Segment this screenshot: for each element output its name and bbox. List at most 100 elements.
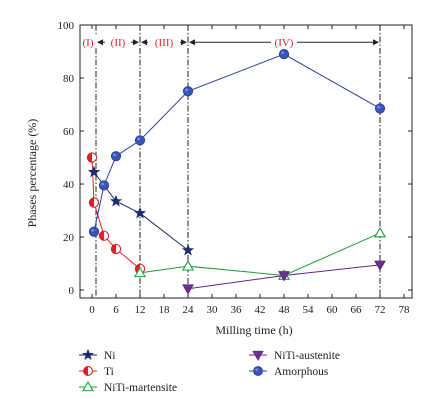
x-tick-label: 6 — [113, 304, 119, 316]
x-tick-label: 48 — [279, 304, 291, 316]
x-tick-label: 18 — [159, 304, 171, 316]
stage-arrow-head — [189, 39, 195, 46]
stage-label-background — [271, 34, 297, 49]
legend-item: Ti — [79, 366, 114, 378]
triangle-down-marker — [374, 260, 386, 271]
legend-label: Ni — [104, 350, 116, 362]
triangle-down-marker — [278, 271, 290, 282]
triangle-down-marker — [182, 284, 194, 295]
legend-item: Ni — [79, 348, 116, 362]
half-circle-fill — [111, 244, 116, 254]
stage-label: (II) — [111, 37, 126, 49]
y-tick-label: 0 — [69, 285, 75, 297]
data-point — [278, 271, 290, 282]
triangle-up-marker — [373, 226, 387, 238]
legend-label: NiTi-martensite — [104, 382, 177, 394]
data-point — [110, 151, 122, 162]
stage-arrow-head — [373, 39, 379, 46]
half-circle-fill — [83, 366, 88, 376]
data-point — [278, 49, 290, 60]
star-marker — [82, 348, 94, 361]
circle-marker — [110, 151, 122, 162]
x-tick-label: 72 — [375, 304, 386, 316]
legend-item: Amorphous — [249, 366, 329, 378]
x-tick-label: 66 — [351, 304, 363, 316]
legend-label: Amorphous — [274, 366, 329, 378]
x-tick-label: 12 — [135, 304, 146, 316]
triangle-up-marker — [181, 260, 195, 271]
circle-marker-highlight — [91, 228, 95, 232]
star-marker — [181, 243, 195, 256]
x-tick-label: 42 — [255, 304, 266, 316]
legend-item: NiTi-martensite — [79, 381, 177, 394]
data-point — [133, 206, 147, 219]
y-tick-label: 40 — [63, 179, 75, 191]
stage-arrow-head — [181, 39, 187, 46]
data-point — [134, 135, 146, 146]
data-point — [182, 86, 194, 97]
circle-marker-highlight — [185, 88, 188, 92]
data-point — [98, 180, 110, 191]
x-axis-label: Milling time (h) — [215, 323, 292, 337]
circle-marker-highlight — [281, 51, 284, 55]
x-tick-label: 60 — [327, 304, 339, 316]
stage-label: (III) — [155, 37, 174, 49]
stage-arrow-head — [97, 39, 103, 46]
legend-label: NiTi-austenite — [274, 350, 340, 362]
data-point — [88, 197, 100, 208]
legend-label: Ti — [104, 366, 114, 378]
circle-marker — [253, 366, 263, 376]
triangle-down-marker — [252, 350, 264, 361]
triangle-up-marker — [82, 381, 94, 392]
plot-frame — [79, 24, 413, 299]
half-circle-fill — [89, 197, 94, 208]
circle-marker — [278, 49, 290, 60]
data-point — [83, 366, 93, 376]
stage-label: (I) — [83, 37, 94, 49]
circle-marker-highlight — [113, 153, 117, 157]
stage-label-background — [78, 34, 98, 49]
x-tick-label: 54 — [303, 304, 315, 316]
data-point — [253, 366, 263, 376]
circle-marker — [134, 135, 146, 146]
legend-item: NiTi-austenite — [249, 350, 340, 362]
legend: Ni Ti NiTi-martensite NiTi-austenite Amorpho… — [79, 348, 340, 394]
half-circle-fill — [87, 152, 92, 163]
circle-marker — [182, 86, 194, 97]
x-tick-label: 36 — [231, 304, 243, 316]
stage-label-background — [105, 34, 131, 49]
data-point — [109, 194, 123, 207]
stage-label: (IV) — [275, 37, 294, 49]
y-tick-label: 20 — [63, 232, 75, 244]
data-point — [98, 230, 110, 241]
circle-marker-highlight — [101, 182, 105, 186]
y-tick-label: 100 — [58, 20, 75, 32]
y-tick-label: 80 — [63, 73, 75, 85]
star-marker — [109, 194, 123, 207]
circle-marker — [88, 226, 100, 237]
data-point — [181, 243, 195, 256]
star-marker — [87, 165, 101, 178]
circle-marker — [374, 103, 386, 114]
circle-marker-highlight — [255, 368, 258, 371]
data-point — [182, 284, 194, 295]
x-tick-label: 24 — [183, 304, 195, 316]
x-tick-label: 78 — [399, 304, 411, 316]
stage-label-background — [148, 34, 180, 49]
data-point — [252, 350, 264, 361]
stage-arrow-head — [133, 39, 139, 46]
data-point — [86, 152, 98, 163]
circle-marker — [98, 180, 110, 191]
circle-marker-highlight — [377, 105, 380, 109]
series-line — [139, 232, 381, 276]
x-tick-label: 30 — [207, 304, 219, 316]
data-point — [82, 348, 94, 361]
data-point — [82, 381, 94, 392]
data-point — [374, 260, 386, 271]
data-point — [373, 226, 387, 238]
y-axis-label: Phases percentage (%) — [25, 119, 39, 228]
y-tick-label: 60 — [63, 126, 75, 138]
x-tick-label: 0 — [89, 304, 95, 316]
